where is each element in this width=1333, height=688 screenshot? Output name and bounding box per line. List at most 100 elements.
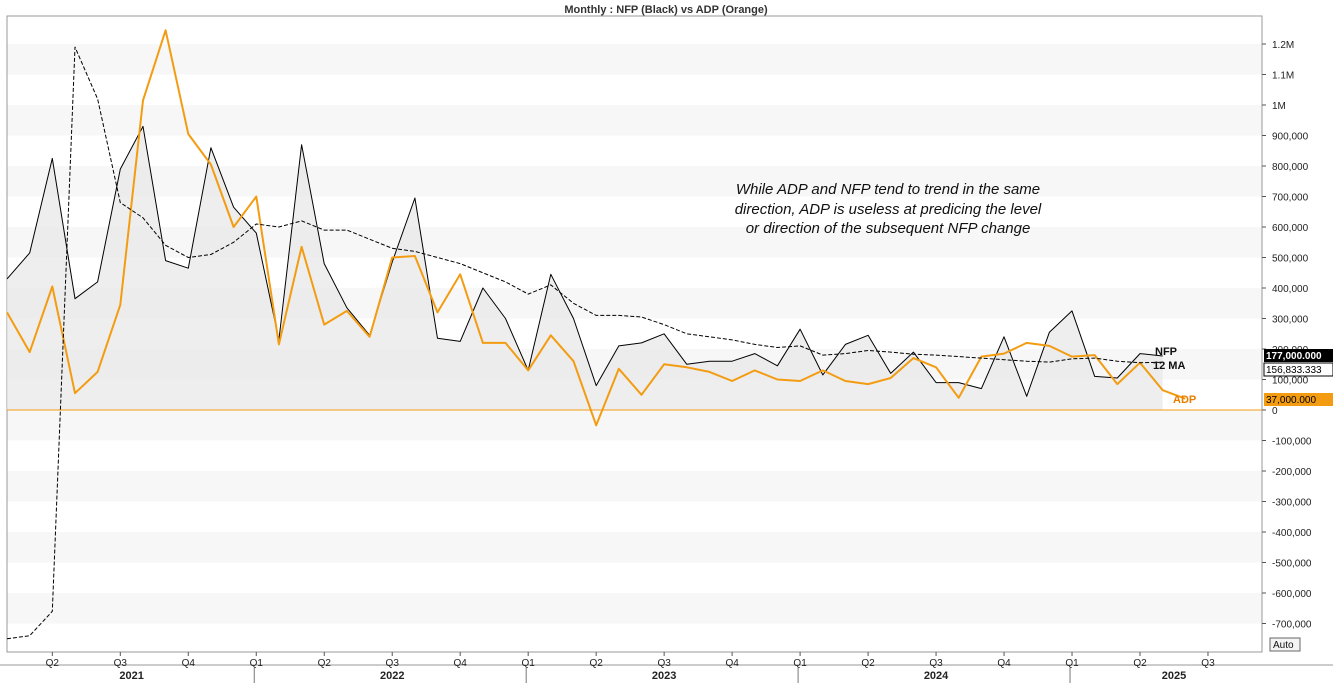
grid-band [7,532,1262,563]
adp-data-point [97,371,99,373]
grid-band [7,166,1262,197]
12-ma-data-point [686,333,688,335]
12-ma-data-point [573,303,575,305]
auto-scale-button[interactable]: Auto [1269,637,1301,652]
adp-data-point [799,380,801,382]
adp-series-label: ADP [1173,394,1196,406]
adp-data-point [255,196,257,198]
annotation-line-1: While ADP and NFP tend to trend in the s… [736,181,1040,198]
adp-data-point [1162,389,1164,391]
x-quarter-label: Q2 [861,658,875,669]
12-ma-data-point [278,226,280,228]
annotation-line-3: or direction of the subsequent NFP chang… [746,220,1031,237]
x-quarter-label: Q3 [929,658,943,669]
last-value-tags: 177,000.000 156,833.333 37,000.000 [1263,349,1333,406]
nfp-data-point [777,365,779,367]
12-ma-data-point [97,98,99,100]
nfp-data-point [913,351,915,353]
12-ma-data-point [459,263,461,265]
x-quarter-label: Q3 [386,658,400,669]
nfp-data-point [822,374,824,376]
y-tick-label: -100,000 [1272,437,1312,448]
adp-data-point [482,342,484,344]
12-ma-data-point [822,354,824,356]
grid-band [7,501,1262,532]
nfp-data-point [663,333,665,335]
x-year-label: 2025 [1162,670,1186,682]
adp-data-point [278,344,280,346]
nfp-data-point [188,267,190,269]
adp-data-point [1071,356,1073,358]
nfp-data-point [52,158,54,160]
nfp-data-point [709,360,711,362]
y-tick-label: 0 [1272,406,1278,417]
grid-band [7,562,1262,593]
y-tick-label: 600,000 [1272,223,1309,234]
x-quarter-label: Q2 [46,658,60,669]
12-ma-data-point [981,357,983,359]
12-ma-data-point [74,46,76,48]
12-ma-data-point [255,223,257,225]
series-end-labels: NFP 12 MA ADP [1153,346,1196,406]
12-ma-data-point [120,202,122,204]
12-ma-data-point [482,272,484,274]
grid-band [7,44,1262,75]
12-ma-data-point [777,347,779,349]
nfp-data-point [595,385,597,387]
auto-button-box[interactable] [1269,637,1301,652]
grid-band [7,105,1262,136]
adp-data-point [595,425,597,427]
y-tick-label: 500,000 [1272,254,1309,265]
12-ma-series-line [6,46,1163,640]
12-ma-data-point [799,345,801,347]
x-axis: Q2 Q3 Q4 Q1 Q2 Q3 Q4 Q1 Q2 Q3 Q4 Q1 Q2 Q3 Q4 Q1 Q2 Q32021… [46,652,1215,683]
adp-data-point [301,246,303,248]
adp-data-point [981,356,983,358]
12-ma-data-point [301,220,303,222]
y-tick-label: 100,000 [1272,376,1309,387]
nfp-data-point [573,318,575,320]
adp-data-point [573,360,575,362]
adp-data-point [505,342,507,344]
12-ma-data-point [595,315,597,317]
series-lines [6,29,1186,640]
nfp-data-point [301,144,303,146]
nfp-data-point [1026,396,1028,398]
adp-data-point [459,274,461,276]
adp-data-point [777,379,779,381]
y-tick-label: 1.1M [1272,71,1294,82]
12-ma-data-point [52,611,54,613]
nfp-data-point [799,328,801,330]
12-ma-data-point [641,316,643,318]
adp-data-point [142,100,144,102]
adp-series-line [6,29,1186,427]
12-ma-data-point [323,229,325,231]
x-quarter-label: Q4 [454,658,468,669]
12-ma-data-point [527,293,529,295]
annotation-text: While ADP and NFP tend to trend in the s… [735,181,1042,237]
grid-band [7,196,1262,227]
nfp-data-point [550,274,552,276]
12-ma-data-point [550,284,552,286]
12-ma-data-point [210,254,212,256]
adp-data-point [233,226,235,228]
adp-data-point [913,357,915,359]
12-ma-data-point [233,242,235,244]
adp-data-point [6,312,8,314]
adp-data-point [437,312,439,314]
y-tick-label: 1M [1272,101,1286,112]
nfp-data-point [1117,377,1119,379]
nfp-data-point [686,364,688,366]
x-quarter-label: Q1 [522,658,536,669]
12-ma-data-point [935,354,937,356]
12-ma-data-point [958,356,960,358]
x-quarter-label: Q1 [1065,658,1079,669]
nfp-data-point [618,345,620,347]
auto-button-label[interactable]: Auto [1273,640,1294,651]
nfp-data-point [1049,331,1051,333]
12-ma-data-point [709,336,711,338]
adp-data-point [958,397,960,399]
nfp-data-point [29,252,31,254]
adp-data-point [663,364,665,366]
